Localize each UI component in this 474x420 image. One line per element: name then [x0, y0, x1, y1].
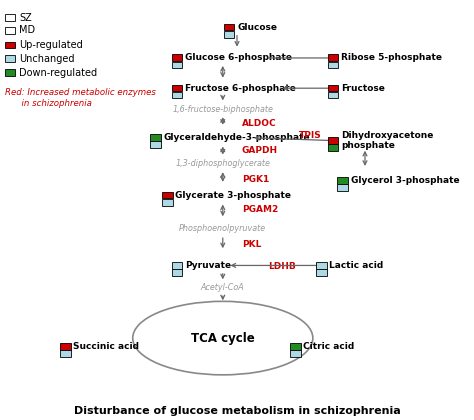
Bar [290, 343, 301, 349]
Bar [328, 137, 338, 144]
Text: Succinic acid: Succinic acid [73, 342, 139, 351]
Bar [60, 343, 71, 349]
Text: Up-regulated: Up-regulated [19, 40, 82, 50]
Text: Glycerol 3-phosphate: Glycerol 3-phosphate [351, 176, 459, 185]
Text: Unchanged: Unchanged [19, 54, 74, 64]
Text: TPIS: TPIS [299, 131, 321, 140]
Text: Glycerate 3-phosphate: Glycerate 3-phosphate [175, 191, 292, 200]
Bar [150, 141, 161, 148]
Bar [224, 24, 234, 30]
Text: GAPDH: GAPDH [242, 146, 278, 155]
Bar [60, 350, 71, 357]
Bar [5, 69, 15, 76]
Text: Fructose: Fructose [341, 84, 385, 93]
Bar [316, 269, 327, 276]
Text: PKL: PKL [242, 240, 261, 249]
Text: Glyceraldehyde-3-phosphate: Glyceraldehyde-3-phosphate [164, 133, 310, 142]
Text: Phosphoenolpyruvate: Phosphoenolpyruvate [179, 224, 266, 234]
Text: TCA cycle: TCA cycle [191, 332, 255, 344]
Bar [224, 31, 234, 37]
Text: LDHB: LDHB [268, 262, 296, 271]
Bar [328, 92, 338, 98]
Text: Ribose 5-phosphate: Ribose 5-phosphate [341, 53, 442, 63]
Bar [5, 42, 15, 48]
Text: PGAM2: PGAM2 [242, 205, 278, 215]
Text: Fructose 6-phosphate: Fructose 6-phosphate [185, 84, 296, 93]
Bar [337, 177, 348, 184]
Text: Lactic acid: Lactic acid [329, 261, 383, 270]
Bar [5, 27, 15, 34]
Bar [172, 61, 182, 68]
Bar [316, 262, 327, 269]
Text: ALDOC: ALDOC [242, 119, 276, 128]
Bar [172, 262, 182, 269]
Bar [328, 61, 338, 68]
Text: Down-regulated: Down-regulated [19, 68, 97, 78]
Text: Citric acid: Citric acid [303, 342, 355, 351]
Text: Pyruvate: Pyruvate [185, 261, 231, 270]
Text: MD: MD [19, 25, 35, 35]
Bar [162, 192, 173, 199]
Bar [172, 92, 182, 98]
Text: 1,3-diphosphoglycerate: 1,3-diphosphoglycerate [175, 159, 270, 168]
Bar [5, 14, 15, 21]
Text: Disturbance of glucose metabolism in schizophrenia: Disturbance of glucose metabolism in sch… [73, 406, 401, 416]
Bar [172, 269, 182, 276]
Bar [328, 54, 338, 61]
Text: SZ: SZ [19, 13, 32, 23]
Bar [162, 199, 173, 205]
Bar [172, 84, 182, 92]
Bar [172, 54, 182, 61]
Bar [290, 350, 301, 357]
Text: 1,6-fructose-biphosphate: 1,6-fructose-biphosphate [173, 105, 273, 114]
Bar [328, 84, 338, 92]
Bar [337, 184, 348, 191]
Text: Glucose: Glucose [237, 23, 277, 32]
Bar [5, 55, 15, 62]
Text: PGK1: PGK1 [242, 175, 269, 184]
Text: Acetyl-CoA: Acetyl-CoA [201, 283, 245, 292]
Text: Dihydroxyacetone
phosphate: Dihydroxyacetone phosphate [341, 131, 434, 150]
Text: Red: Increased metabolic enzymes
      in schizophrenia: Red: Increased metabolic enzymes in schi… [5, 88, 155, 108]
Bar [150, 134, 161, 141]
Text: Glucose 6-phosphate: Glucose 6-phosphate [185, 53, 292, 63]
Bar [328, 144, 338, 151]
